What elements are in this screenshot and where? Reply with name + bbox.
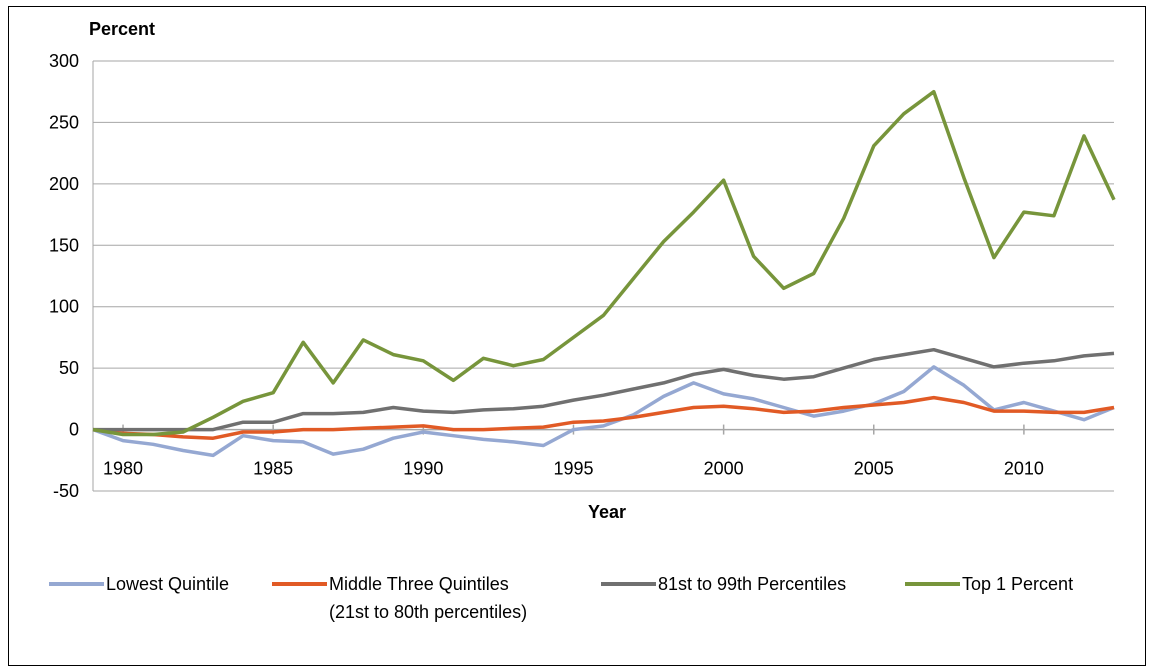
series-line-top-1-percent — [92, 89, 1116, 437]
x-tick-label: 2000 — [704, 459, 744, 479]
x-tick-label: 2005 — [854, 459, 894, 479]
y-tick-label: 0 — [69, 420, 79, 440]
y-axis-title: Percent — [89, 19, 155, 39]
y-tick-label: 50 — [59, 358, 79, 378]
series-line-81st-to-99th-percentiles — [93, 347, 1115, 432]
legend-label-middle-three-quintiles: Middle Three Quintiles — [329, 574, 509, 594]
legend-label-lowest-quintile: Lowest Quintile — [106, 574, 229, 594]
y-tick-label: -50 — [53, 481, 79, 501]
line-chart: -50 0 50 100 150 200 250 300 1980 1985 1990 1995 20… — [49, 19, 1116, 622]
series-lines — [92, 89, 1116, 458]
gridlines — [92, 60, 1114, 492]
legend-label-81st-to-99th-percentiles: 81st to 99th Percentiles — [658, 574, 846, 594]
legend-label-top-1-percent: Top 1 Percent — [962, 574, 1073, 594]
x-tick-label: 2010 — [1004, 459, 1044, 479]
y-axis-tick-labels: -50 0 50 100 150 200 250 300 — [49, 51, 79, 501]
x-axis-title: Year — [588, 502, 626, 522]
y-tick-label: 200 — [49, 174, 79, 194]
x-tick-label: 1990 — [403, 459, 443, 479]
x-tick-label: 1995 — [553, 459, 593, 479]
y-tick-label: 300 — [49, 51, 79, 71]
series-line-middle-three-quintiles — [92, 395, 1115, 440]
x-tick-label: 1980 — [103, 459, 143, 479]
legend-label-middle-three-quintiles-line2: (21st to 80th percentiles) — [329, 602, 527, 622]
series-line-lowest-quintile — [92, 365, 1115, 458]
y-tick-label: 150 — [49, 235, 79, 255]
x-axis-tick-labels: 1980 1985 1990 1995 2000 2005 2010 — [103, 459, 1044, 479]
y-tick-label: 250 — [49, 112, 79, 132]
chart-frame: -50 0 50 100 150 200 250 300 1980 1985 1990 1995 20… — [8, 6, 1146, 666]
x-tick-label: 1985 — [253, 459, 293, 479]
y-tick-label: 100 — [49, 297, 79, 317]
legend: Lowest Quintile Middle Three Quintiles (21… — [49, 574, 1073, 622]
